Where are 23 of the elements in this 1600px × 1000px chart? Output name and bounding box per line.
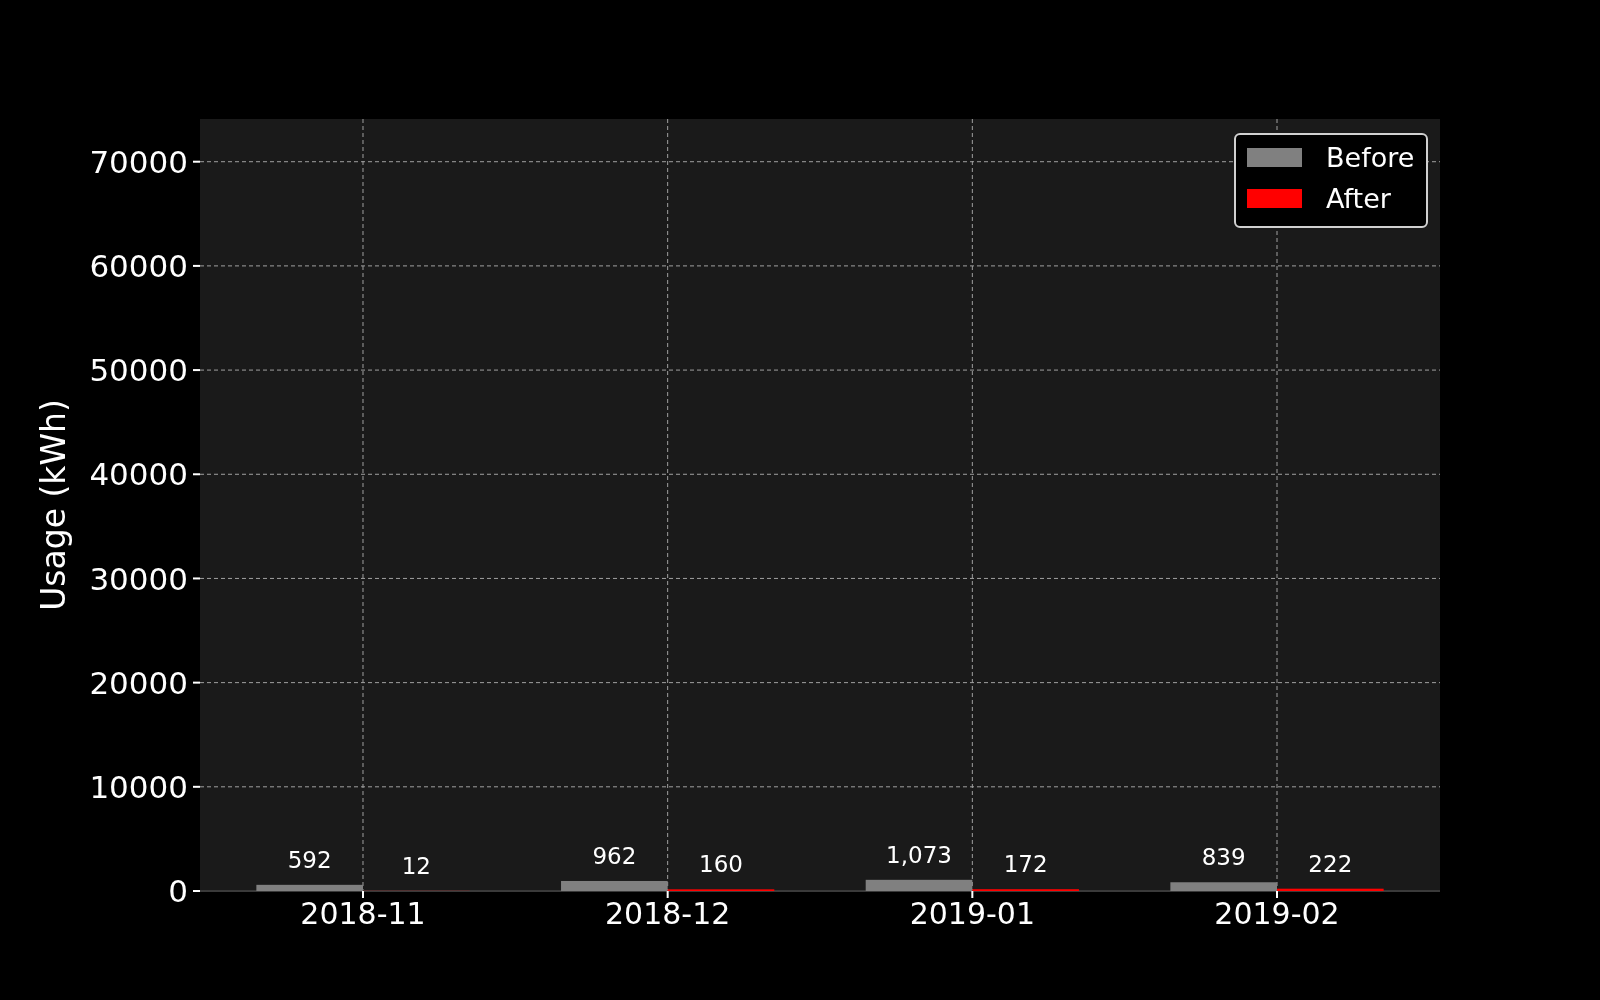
y-tick-label: 70000 [89, 143, 188, 180]
y-tick-label: 20000 [89, 664, 188, 701]
x-tick-label: 2018-11 [300, 896, 426, 931]
y-tick-label: 30000 [89, 560, 188, 597]
data-label: 962 [592, 842, 637, 869]
data-label: 12 [401, 852, 431, 879]
legend-label: Before [1326, 142, 1415, 173]
y-tick-label: 10000 [89, 768, 188, 805]
data-label: 222 [1308, 850, 1353, 877]
y-tick-label: 60000 [89, 248, 188, 285]
data-label: 1,073 [886, 841, 952, 868]
y-axis-title: Usage (kWh) [34, 399, 73, 611]
data-label: 839 [1201, 844, 1246, 871]
data-label: 592 [287, 846, 332, 873]
y-tick-label: 50000 [89, 352, 188, 389]
data-label: 160 [699, 851, 743, 878]
data-label: 172 [1003, 851, 1048, 878]
y-tick-label: 40000 [89, 456, 188, 493]
x-tick-label: 2019-02 [1214, 896, 1340, 931]
legend-label: After [1326, 183, 1392, 214]
x-tick-label: 2019-01 [909, 896, 1036, 931]
x-tick-label: 2018-12 [604, 896, 731, 931]
y-tick-label: 0 [168, 873, 188, 910]
